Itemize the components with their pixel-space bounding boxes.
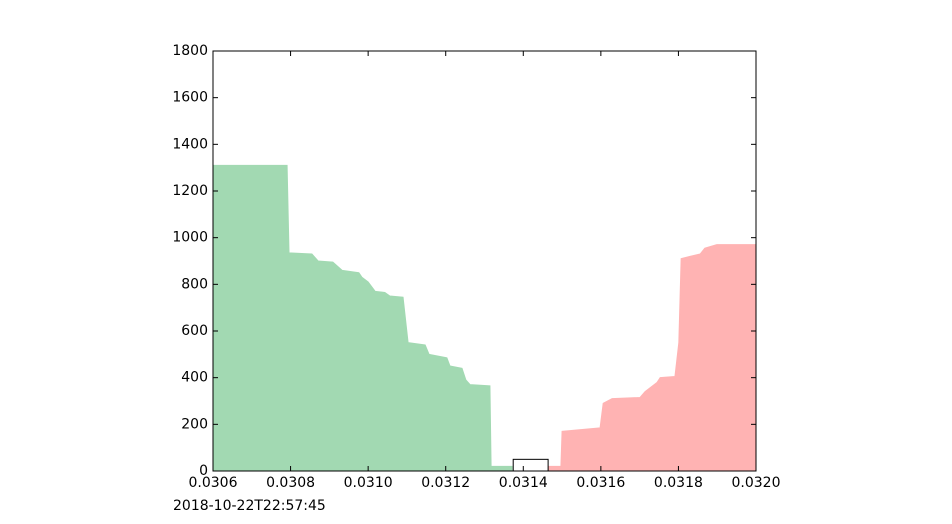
y-tick-label: 200	[181, 416, 208, 432]
y-tick-label: 600	[181, 323, 208, 339]
x-tick-label: 0.0312	[421, 475, 470, 491]
x-tick-label: 0.0310	[344, 475, 393, 491]
depth-area	[548, 244, 757, 472]
timestamp: 2018-10-22T22:57:45	[173, 498, 326, 514]
depth-area	[212, 164, 513, 472]
y-tick-label: 0	[199, 463, 208, 479]
x-tick-label: 0.0308	[266, 475, 315, 491]
y-tick-label: 1400	[172, 136, 208, 152]
y-tick-label: 1000	[172, 230, 208, 246]
y-tick-label: 800	[181, 276, 208, 292]
y-tick-label: 1200	[172, 183, 208, 199]
x-tick-label: 0.0320	[732, 475, 781, 491]
y-tick-label: 400	[181, 370, 208, 386]
y-tick-label: 1800	[172, 43, 208, 59]
plot-frame	[212, 50, 757, 472]
x-tick-label: 0.0314	[499, 475, 548, 491]
x-tick-label: 0.0316	[576, 475, 625, 491]
x-tick-label: 0.0306	[189, 475, 238, 491]
spread-box	[512, 458, 549, 472]
y-tick-label: 1600	[172, 90, 208, 106]
x-tick-label: 0.0318	[654, 475, 703, 491]
